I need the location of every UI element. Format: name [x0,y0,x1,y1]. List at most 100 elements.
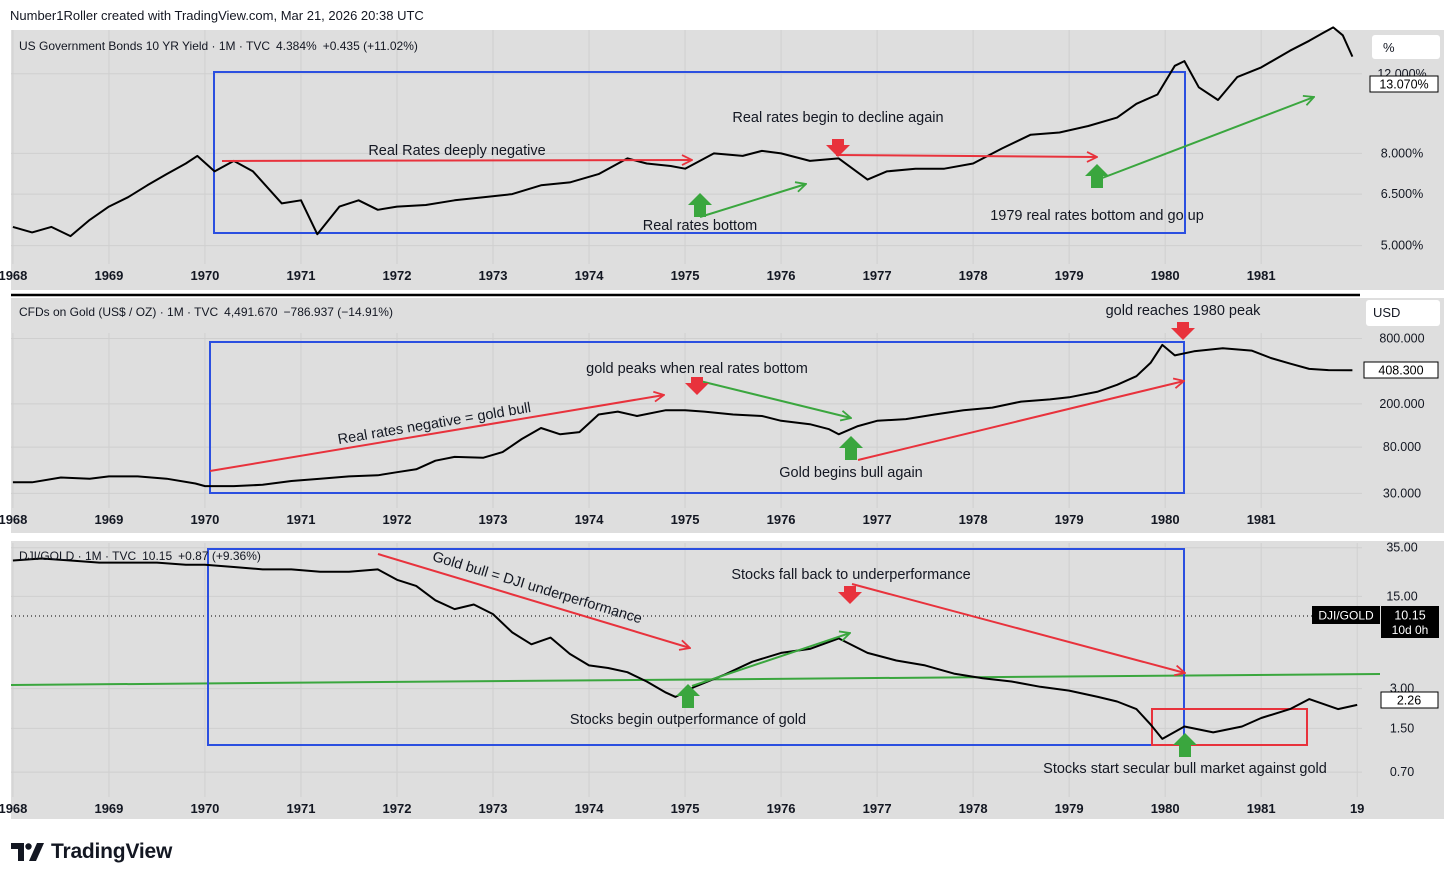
bond-unit-button[interactable] [1372,35,1440,59]
dji-green-support-line [10,673,1381,686]
y-tick-label: 15.00 [1386,589,1417,603]
x-tick-label: 1975 [671,268,700,283]
panel-gold-background [11,298,1362,533]
x-tick-label: 1978 [959,268,988,283]
dji-red-down-marker-1976 [838,586,862,604]
y-tick-label: 0.70 [1390,765,1414,779]
chart-credit: Number1Roller created with TradingView.c… [10,8,424,23]
x-tick-label: 1968 [0,801,27,816]
x-tick-label: 1969 [94,801,123,816]
bond-focus-box [213,71,1186,234]
x-tick-label: 1981 [1247,512,1276,527]
gold-annotation-bull-again: Gold begins bull again [779,465,923,481]
x-tick-label: 1980 [1151,512,1180,527]
x-tick-label: 1968 [0,512,27,527]
dji-focus-box [207,548,1185,746]
dji-last-value-label: 2.26 [1397,694,1421,708]
gold-arrow-negative-rates [209,395,664,472]
bond-yield-line [12,26,1354,238]
bond-y-axis: 5.000%6.500%8.000%12.000% [1377,67,1426,253]
panel-dji-price-scale [1362,541,1444,819]
x-tick-label: 1973 [479,801,508,816]
panel-dji-gold: DJI/GOLD · 1M · TVC 10.15 +0.87 (+9.36%) 0… [0,541,1444,819]
tradingview-logo[interactable]: TradingView [11,840,172,864]
y-tick-label: 1.50 [1390,721,1414,735]
bond-arrow-rates-bottom [699,184,806,218]
gold-x-axis: 1968 1969 1970 1971 1972 1973 1974 1975 1976 1977… [0,512,1276,527]
x-tick-label: 1976 [767,801,796,816]
dji-last-value-box [1380,691,1439,709]
x-tick-label: 1977 [863,512,892,527]
dji-symbol-label-box [1312,606,1380,624]
x-tick-label: 1973 [479,512,508,527]
y-tick-label: 200.000 [1379,397,1424,411]
y-tick-label: 35.00 [1386,541,1417,555]
x-tick-label: 1972 [383,801,412,816]
bond-legend-price: 4.384% [276,39,317,53]
x-tick-label: 1971 [287,512,316,527]
x-tick-label: 1970 [190,268,219,283]
bond-annotation-1979-bottom: 1979 real rates bottom and go up [990,208,1204,224]
x-tick-label: 1978 [959,512,988,527]
x-tick-label: 1979 [1055,512,1084,527]
bond-last-value-box [1369,75,1439,93]
gold-red-down-marker-1980 [1171,322,1195,340]
x-tick-label: 1977 [863,268,892,283]
dji-gold-ratio-line [12,557,1358,740]
dji-current-value-box [1381,606,1439,638]
x-tick-label: 1977 [863,801,892,816]
dji-x-axis: 1968 1969 1970 1971 1972 1973 1974 1975 1976 1977… [0,801,1364,816]
x-tick-label: 1974 [575,268,605,283]
gold-price-line [12,343,1353,488]
x-tick-label: 1970 [190,512,219,527]
x-tick-label: 1969 [94,268,123,283]
panel-bond-grid [11,30,1362,264]
panel-gold-price-scale [1362,298,1444,533]
bond-annotation-rates-bottom: Real rates bottom [643,218,757,234]
dji-annotation-fall-back: Stocks fall back to underperformance [731,567,970,583]
gold-annotation-1980-peak: gold reaches 1980 peak [1106,303,1262,319]
dji-legend: DJI/GOLD · 1M · TVC 10.15 +0.87 (+9.36%) [19,549,261,563]
dji-arrow-outperformance [691,633,850,687]
bond-arrow-1979-bottom [1096,97,1314,181]
tradingview-logo-icon [11,843,44,861]
bond-arrow-decline-again [835,155,1097,157]
dji-symbol-label: DJI/GOLD [1318,609,1374,623]
x-tick-label: 1980 [1151,801,1180,816]
gold-focus-box [209,341,1185,494]
panel-bond-yield: US Government Bonds 10 YR Yield · 1M · T… [0,26,1444,290]
bond-unit-label: % [1383,40,1395,55]
y-tick-label: 30.000 [1383,486,1421,500]
gold-unit-label: USD [1373,305,1400,320]
x-tick-label: 1981 [1247,268,1276,283]
x-tick-label: 1976 [767,268,796,283]
panel-bond-price-scale [1362,30,1444,290]
gold-last-value-label: 408.300 [1378,364,1423,378]
bond-legend-title: US Government Bonds 10 YR Yield · 1M · T… [19,39,270,53]
bond-arrow-deeply-negative [221,160,692,161]
gold-legend-title: CFDs on Gold (US$ / OZ) · 1M · TVC [19,305,218,319]
bond-red-down-marker [826,139,850,157]
y-tick-label: 800.000 [1379,332,1424,346]
x-tick-label: 1981 [1247,801,1276,816]
gold-unit-button[interactable] [1366,300,1440,326]
dji-arrow-gold-bull [377,553,690,648]
y-tick-label: 8.000% [1381,146,1423,160]
x-tick-label: 1978 [959,801,988,816]
bond-annotation-decline-again: Real rates begin to decline again [732,110,943,126]
gold-legend-change: −786.937 (−14.91%) [284,305,393,319]
dji-legend-price: 10.15 [142,549,172,563]
x-tick-label: 1975 [671,801,700,816]
x-tick-label: 1971 [287,801,316,816]
bond-green-up-marker-1975 [688,193,712,217]
bond-x-axis: 1968 1969 1970 1971 1972 1973 1974 1975 1976 1977… [0,268,1276,283]
gold-annotation-peaks-when-bottom: gold peaks when real rates bottom [586,361,808,377]
y-tick-label: 6.500% [1381,187,1423,201]
y-tick-label: 5.000% [1381,239,1423,253]
gold-legend: CFDs on Gold (US$ / OZ) · 1M · TVC 4,491.… [19,305,393,319]
y-tick-label: 80.000 [1383,440,1421,454]
x-tick-label: 1970 [190,801,219,816]
bond-last-value-label: 13.070% [1379,78,1428,92]
